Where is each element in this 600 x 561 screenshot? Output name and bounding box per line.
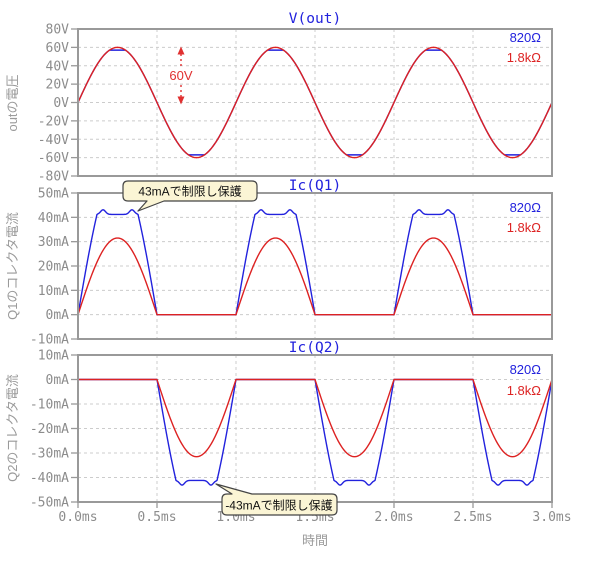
x-tick-label: 0.0ms bbox=[58, 510, 97, 525]
up-arrow-icon bbox=[177, 46, 185, 55]
trace-1.8kΩ bbox=[77, 237, 553, 316]
x-axis-name: 時間 bbox=[302, 533, 328, 548]
y-tick-label: 0mA bbox=[46, 308, 70, 323]
panel3-legend-820ohm: 820Ω bbox=[510, 362, 542, 377]
plot-border bbox=[77, 192, 553, 340]
y-tick-label: 40V bbox=[46, 59, 70, 74]
x-tick-label: 2.0ms bbox=[374, 510, 413, 525]
y-tick-label: 0mA bbox=[46, 373, 70, 388]
y-tick-label: -10mA bbox=[30, 398, 69, 413]
y-tick-label: -40V bbox=[38, 133, 69, 148]
y-tick-label: 0V bbox=[53, 96, 69, 111]
y-tick-label: 10mA bbox=[38, 349, 69, 364]
panel2-legend-820ohm: 820Ω bbox=[510, 200, 542, 215]
amplitude-marker: 60V bbox=[169, 46, 193, 105]
y-tick-label: -20mA bbox=[30, 422, 69, 437]
q2-limit-callout: -43mAで制限し保護 bbox=[215, 483, 338, 516]
y-tick-label: 10mA bbox=[38, 284, 69, 299]
panel3-title: Ic(Q2) bbox=[289, 340, 341, 356]
y-tick-label: 30mA bbox=[38, 235, 69, 250]
panel3-y-axis-name: Q2のコレクタ電流 bbox=[5, 374, 20, 482]
q1-limit-callout: 43mAで制限し保護 bbox=[122, 180, 258, 212]
plot-border bbox=[77, 28, 553, 177]
panel1-legend-1k8ohm: 1.8kΩ bbox=[507, 50, 542, 65]
y-tick-label: -50mA bbox=[30, 496, 69, 511]
trace-1.8kΩ bbox=[77, 46, 553, 159]
x-tick-label: 2.5ms bbox=[453, 510, 492, 525]
trace-1.8kΩ bbox=[77, 378, 553, 458]
panel2-title: Ic(Q1) bbox=[289, 178, 341, 194]
y-tick-label: 40mA bbox=[38, 211, 69, 226]
speech-bubble-icon bbox=[122, 180, 258, 212]
y-tick-label: 50mA bbox=[38, 187, 69, 202]
y-tick-label: 20mA bbox=[38, 260, 69, 275]
panel2-legend-1k8ohm: 1.8kΩ bbox=[507, 220, 542, 235]
speech-bubble-icon bbox=[215, 483, 338, 516]
y-tick-label: -30mA bbox=[30, 447, 69, 462]
panel1-title: V(out) bbox=[289, 11, 341, 27]
y-tick-label: -10mA bbox=[30, 333, 69, 348]
q2-limit-callout-text: -43mAで制限し保護 bbox=[225, 498, 332, 513]
q1-limit-callout-text: 43mAで制限し保護 bbox=[138, 184, 241, 199]
y-tick-label: -40mA bbox=[30, 471, 69, 486]
y-tick-label: -80V bbox=[38, 170, 69, 185]
down-arrow-icon bbox=[177, 96, 185, 105]
panel1-legend-820ohm: 820Ω bbox=[510, 30, 542, 45]
y-tick-label: 80V bbox=[46, 23, 70, 38]
generated-chart-layers: 80V 60V 40V 20V 0V -20V -40V -60V -80V 50mA 40mA 30… bbox=[30, 23, 572, 526]
y-tick-label: -60V bbox=[38, 151, 69, 166]
panel1-y-axis-name: outの電圧 bbox=[5, 74, 20, 131]
x-tick-label: 3.0ms bbox=[532, 510, 571, 525]
x-tick-label: 0.5ms bbox=[137, 510, 176, 525]
y-tick-label: 20V bbox=[46, 78, 70, 93]
panel3-legend-1k8ohm: 1.8kΩ bbox=[507, 383, 542, 398]
y-tick-label: -20V bbox=[38, 114, 69, 129]
panel2-y-axis-name: Q1のコレクタ電流 bbox=[5, 212, 20, 320]
y-tick-label: 60V bbox=[46, 41, 70, 56]
amplitude-marker-label: 60V bbox=[169, 68, 192, 83]
